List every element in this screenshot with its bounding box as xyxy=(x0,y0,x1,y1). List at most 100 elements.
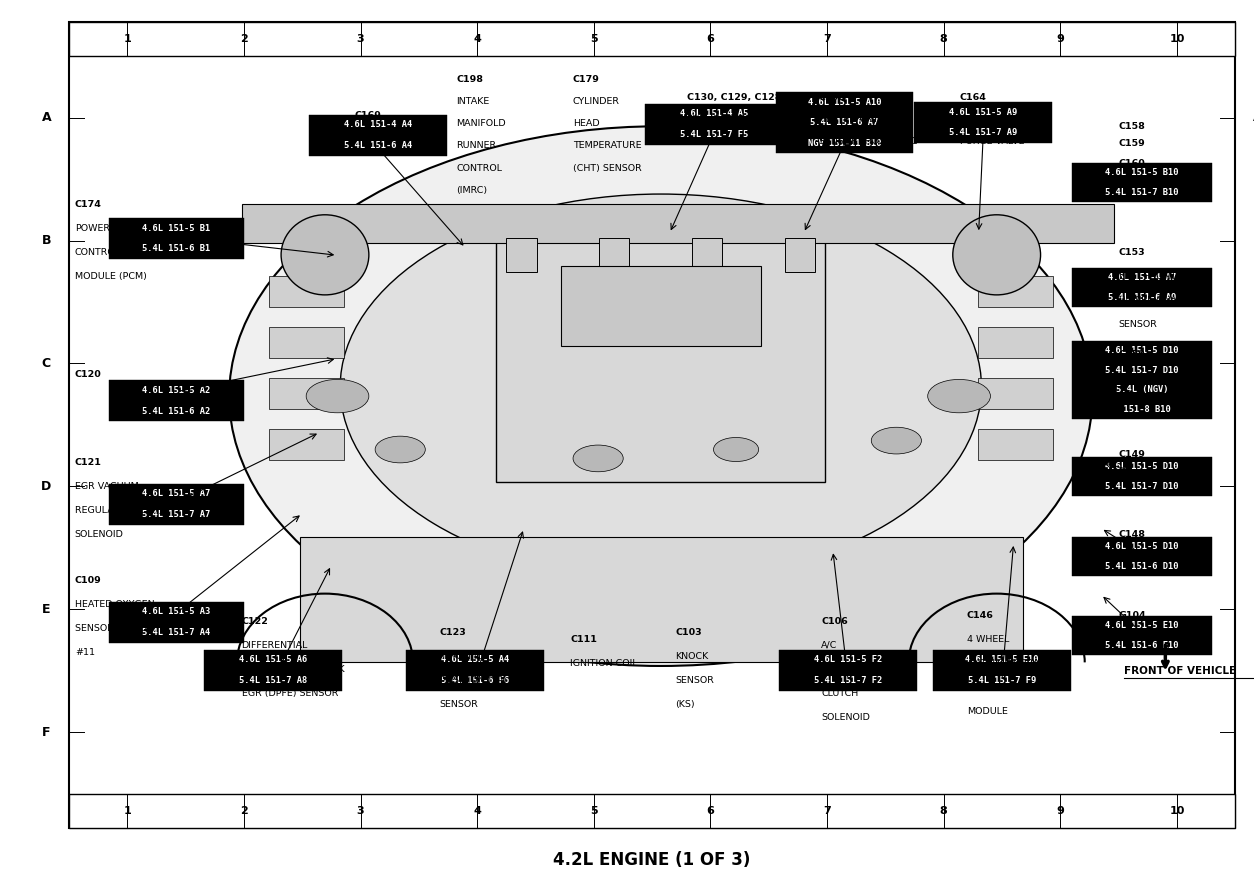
Text: 5.4L 151-6 A4: 5.4L 151-6 A4 xyxy=(344,141,413,150)
Bar xyxy=(507,239,537,272)
Text: HEAD: HEAD xyxy=(573,119,599,128)
Text: 5.4L 151-7 F9: 5.4L 151-7 F9 xyxy=(968,676,1036,684)
Ellipse shape xyxy=(229,126,1092,666)
Text: 4.6L 151-4 A4: 4.6L 151-4 A4 xyxy=(344,120,413,129)
Text: 4.6L 151-5 B10: 4.6L 151-5 B10 xyxy=(1105,168,1179,177)
Text: 6: 6 xyxy=(706,805,715,816)
Text: C149: C149 xyxy=(1119,450,1145,459)
Text: A/C: A/C xyxy=(821,641,838,650)
Bar xyxy=(268,327,344,358)
Text: SENSOR (HO2S) #21: SENSOR (HO2S) #21 xyxy=(819,137,918,147)
Bar xyxy=(109,380,245,421)
Bar xyxy=(978,327,1053,358)
Bar xyxy=(1072,537,1213,576)
Bar xyxy=(561,265,761,345)
Bar xyxy=(933,650,1071,691)
Text: (IMRC): (IMRC) xyxy=(456,186,488,195)
Text: EVAP CANISTER: EVAP CANISTER xyxy=(961,115,1035,125)
Bar xyxy=(109,602,245,643)
Bar xyxy=(69,794,1235,828)
Text: C121: C121 xyxy=(75,458,102,467)
Text: SOLENOID: SOLENOID xyxy=(821,713,870,722)
Text: C130, C129, C128: C130, C129, C128 xyxy=(687,93,781,102)
Text: 4: 4 xyxy=(473,805,482,816)
Text: 3: 3 xyxy=(356,805,365,816)
Text: FRONT OF VEHICLE: FRONT OF VEHICLE xyxy=(1124,667,1236,676)
Text: 5.4L 151-7 D10: 5.4L 151-7 D10 xyxy=(1105,481,1179,490)
Bar xyxy=(1072,616,1213,655)
Text: B: B xyxy=(41,234,51,247)
Ellipse shape xyxy=(928,379,991,413)
Text: IGNITION COIL: IGNITION COIL xyxy=(571,659,638,668)
Text: C198: C198 xyxy=(456,75,483,84)
Bar xyxy=(497,232,825,482)
Text: C120: C120 xyxy=(75,369,102,378)
Bar xyxy=(645,103,782,144)
Text: 6: 6 xyxy=(706,34,715,44)
Text: 9: 9 xyxy=(1056,805,1065,816)
Bar xyxy=(268,378,344,409)
Text: 4 WHEEL: 4 WHEEL xyxy=(967,635,1009,644)
Ellipse shape xyxy=(953,214,1041,295)
Text: 4.6L 151-5 E10: 4.6L 151-5 E10 xyxy=(966,655,1038,664)
Text: 5.4L 151-7 A9: 5.4L 151-7 A9 xyxy=(949,128,1017,137)
Bar xyxy=(268,276,344,307)
Text: E: E xyxy=(43,603,50,616)
Text: KNOCK: KNOCK xyxy=(676,651,709,661)
Ellipse shape xyxy=(375,436,425,463)
Text: HEATED OXYGEN: HEATED OXYGEN xyxy=(75,600,154,610)
Text: 10: 10 xyxy=(1169,805,1185,816)
Ellipse shape xyxy=(281,214,369,295)
Text: C150: C150 xyxy=(1119,350,1145,359)
Bar xyxy=(1072,163,1213,202)
Text: 5.4L 151-7 A8: 5.4L 151-7 A8 xyxy=(240,676,307,684)
Text: THROTTLE: THROTTLE xyxy=(440,651,489,661)
Text: EGR VACUUM: EGR VACUUM xyxy=(75,482,138,491)
Text: #11: #11 xyxy=(75,648,95,658)
Text: 7: 7 xyxy=(823,34,831,44)
Text: 7: 7 xyxy=(823,805,831,816)
Text: 4.2L ENGINE (1 OF 3): 4.2L ENGINE (1 OF 3) xyxy=(553,851,751,870)
Bar xyxy=(978,276,1053,307)
Text: PRESSURE FEEDBACK: PRESSURE FEEDBACK xyxy=(242,665,344,674)
Text: C122: C122 xyxy=(242,617,268,626)
Text: 4.6L 151-5 B1: 4.6L 151-5 B1 xyxy=(142,223,211,233)
Text: 4.6L 151-4 A5: 4.6L 151-4 A5 xyxy=(680,109,749,118)
Text: POSITION (TP): POSITION (TP) xyxy=(440,676,507,685)
Text: 5.4L 151-7 A7: 5.4L 151-7 A7 xyxy=(142,510,211,519)
Text: RUNNER: RUNNER xyxy=(456,142,497,150)
Text: MANIFOLD: MANIFOLD xyxy=(456,119,505,128)
Text: 5.4L (NGV): 5.4L (NGV) xyxy=(1116,385,1169,394)
Text: F: F xyxy=(43,726,50,739)
Text: C164: C164 xyxy=(961,93,987,102)
Text: D: D xyxy=(1253,480,1254,493)
Text: 4.6L 151-5 A10: 4.6L 151-5 A10 xyxy=(808,98,882,107)
Text: 2: 2 xyxy=(240,805,248,816)
Bar xyxy=(978,378,1053,409)
Bar xyxy=(599,239,630,272)
Text: 1: 1 xyxy=(123,34,132,44)
Text: SENSOR: SENSOR xyxy=(676,676,715,685)
Text: HEATED OXYGEN: HEATED OXYGEN xyxy=(819,115,898,125)
Text: REGULATOR (EVR): REGULATOR (EVR) xyxy=(75,506,162,515)
Text: C103: C103 xyxy=(676,627,702,637)
Bar xyxy=(775,92,913,153)
Text: 2: 2 xyxy=(240,34,248,44)
Ellipse shape xyxy=(306,379,369,413)
Text: 4.6L 151-5 D10: 4.6L 151-5 D10 xyxy=(1105,346,1179,355)
Ellipse shape xyxy=(872,427,922,454)
Bar xyxy=(300,538,1023,662)
Bar xyxy=(406,650,544,691)
Text: SENSOR: SENSOR xyxy=(1119,320,1157,329)
Bar xyxy=(1072,341,1213,419)
Text: C169: C169 xyxy=(355,111,381,120)
Text: DIFFERENTIAL: DIFFERENTIAL xyxy=(242,641,308,650)
Text: ANTI-LOCK BRAKE: ANTI-LOCK BRAKE xyxy=(967,659,1051,668)
Text: 5.4L 151-6 F6: 5.4L 151-6 F6 xyxy=(440,676,509,684)
Text: 10: 10 xyxy=(1169,34,1185,44)
Text: 4.6L 151-5 F2: 4.6L 151-5 F2 xyxy=(814,655,882,664)
Bar xyxy=(308,115,446,156)
Text: INTAKE: INTAKE xyxy=(456,97,489,106)
Text: 5: 5 xyxy=(589,805,598,816)
Text: 4.6L 151-4 A7: 4.6L 151-4 A7 xyxy=(1107,273,1176,282)
